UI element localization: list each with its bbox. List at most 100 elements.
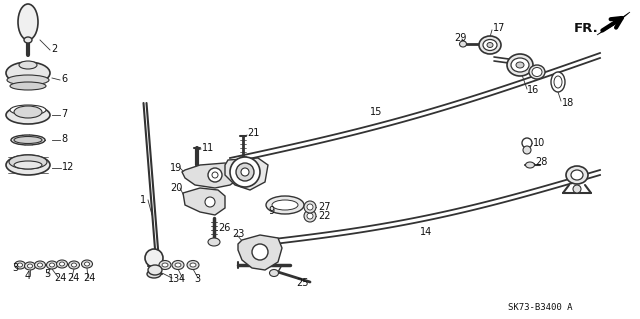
Text: 14: 14 <box>420 227 432 237</box>
Text: 7: 7 <box>61 109 67 119</box>
Text: 18: 18 <box>562 98 574 108</box>
Text: 19: 19 <box>170 163 182 173</box>
Ellipse shape <box>516 62 524 68</box>
Polygon shape <box>597 12 630 35</box>
Circle shape <box>573 185 581 193</box>
Ellipse shape <box>266 196 304 214</box>
Circle shape <box>145 249 163 267</box>
Text: 2: 2 <box>51 44 57 54</box>
Circle shape <box>522 138 532 148</box>
Text: 16: 16 <box>527 85 540 95</box>
Ellipse shape <box>68 261 79 269</box>
Ellipse shape <box>175 263 181 267</box>
Text: 24: 24 <box>54 273 67 283</box>
Text: 15: 15 <box>370 107 382 117</box>
Polygon shape <box>238 235 282 270</box>
Ellipse shape <box>6 62 50 84</box>
Polygon shape <box>183 188 225 215</box>
Text: 24: 24 <box>67 273 79 283</box>
Ellipse shape <box>18 4 38 40</box>
Ellipse shape <box>24 262 35 270</box>
Ellipse shape <box>529 65 545 79</box>
Text: 5: 5 <box>44 269 51 279</box>
Ellipse shape <box>6 106 50 124</box>
Text: 1: 1 <box>140 195 146 205</box>
Ellipse shape <box>47 261 58 269</box>
Ellipse shape <box>7 75 49 85</box>
Ellipse shape <box>571 170 583 180</box>
Text: 24: 24 <box>83 273 95 283</box>
Text: 3: 3 <box>194 274 200 284</box>
Text: 25: 25 <box>296 278 308 288</box>
Text: 12: 12 <box>62 162 74 172</box>
Ellipse shape <box>9 155 47 169</box>
Circle shape <box>523 146 531 154</box>
Circle shape <box>307 204 313 210</box>
Ellipse shape <box>81 260 93 268</box>
Text: 8: 8 <box>61 134 67 144</box>
Circle shape <box>241 168 249 176</box>
Ellipse shape <box>511 58 529 72</box>
Circle shape <box>252 244 268 260</box>
Text: 13: 13 <box>168 274 180 284</box>
Circle shape <box>304 201 316 213</box>
Ellipse shape <box>272 200 298 210</box>
Text: 21: 21 <box>247 128 259 138</box>
Ellipse shape <box>56 260 67 268</box>
Ellipse shape <box>11 135 45 145</box>
Text: 4: 4 <box>25 271 31 281</box>
Ellipse shape <box>525 162 534 168</box>
Ellipse shape <box>190 263 196 267</box>
Ellipse shape <box>460 41 467 47</box>
Ellipse shape <box>14 106 42 118</box>
Ellipse shape <box>19 61 37 69</box>
Ellipse shape <box>187 261 199 270</box>
Text: 20: 20 <box>170 183 182 193</box>
Text: 10: 10 <box>533 138 545 148</box>
Ellipse shape <box>72 263 77 267</box>
Ellipse shape <box>60 262 65 266</box>
Ellipse shape <box>269 270 278 277</box>
Ellipse shape <box>14 161 42 169</box>
Circle shape <box>304 210 316 222</box>
Ellipse shape <box>147 270 161 278</box>
Text: 26: 26 <box>218 223 230 233</box>
Circle shape <box>236 163 254 181</box>
Text: 27: 27 <box>318 202 330 212</box>
Ellipse shape <box>507 54 533 76</box>
Text: 22: 22 <box>318 211 330 221</box>
Ellipse shape <box>159 261 171 270</box>
Ellipse shape <box>17 263 22 267</box>
Text: FR.: FR. <box>574 21 599 34</box>
Text: SK73-B3400 A: SK73-B3400 A <box>508 303 573 313</box>
Ellipse shape <box>208 238 220 246</box>
Ellipse shape <box>24 37 32 43</box>
Text: 29: 29 <box>454 33 467 43</box>
Text: 23: 23 <box>232 229 244 239</box>
Ellipse shape <box>6 155 50 175</box>
Ellipse shape <box>35 261 45 269</box>
Circle shape <box>208 168 222 182</box>
Ellipse shape <box>172 261 184 270</box>
Ellipse shape <box>38 263 42 267</box>
Text: 6: 6 <box>61 74 67 84</box>
Polygon shape <box>182 163 240 188</box>
Ellipse shape <box>479 36 501 54</box>
Ellipse shape <box>162 263 168 267</box>
Text: 4: 4 <box>179 274 185 284</box>
Circle shape <box>205 197 215 207</box>
Polygon shape <box>225 158 268 190</box>
Ellipse shape <box>28 264 33 268</box>
Ellipse shape <box>551 72 565 92</box>
Circle shape <box>230 157 260 187</box>
Text: 28: 28 <box>535 157 547 167</box>
Ellipse shape <box>487 42 493 48</box>
Ellipse shape <box>148 265 162 275</box>
Ellipse shape <box>10 105 46 115</box>
Ellipse shape <box>84 262 90 266</box>
Ellipse shape <box>532 68 542 77</box>
Text: 3: 3 <box>12 263 18 273</box>
Ellipse shape <box>49 263 54 267</box>
Text: 9: 9 <box>268 206 274 216</box>
Ellipse shape <box>15 261 26 269</box>
